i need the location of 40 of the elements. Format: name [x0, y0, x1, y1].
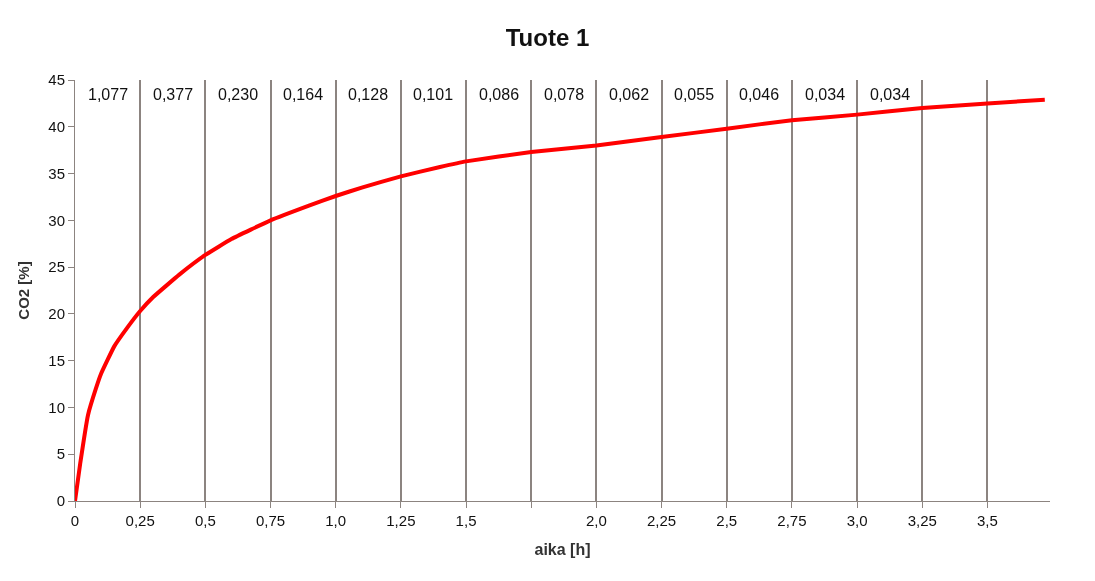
y-tick-label: 0: [56, 492, 65, 510]
x-tick-label: 3,0: [846, 512, 868, 529]
x-tick-label: 1,0: [325, 512, 347, 529]
x-tick-label: 0,5: [194, 512, 216, 529]
x-tick-label: 0: [70, 512, 80, 529]
x-tick-label: 2,0: [585, 512, 607, 529]
y-tick-label: 35: [48, 164, 65, 182]
annotation: 0,128: [348, 86, 389, 103]
annotation: 0,034: [805, 86, 846, 103]
x-tick-label: 2,75: [777, 512, 807, 529]
x-tick-label: 0,25: [125, 512, 155, 529]
y-tick-label: 40: [48, 118, 65, 136]
x-tick-label: 1,5: [455, 512, 477, 529]
y-axis-title: CO2 [%]: [14, 261, 32, 320]
annotation: 0,062: [609, 86, 650, 103]
annotation: 0,034: [870, 86, 911, 103]
x-axis-title: aika [h]: [534, 540, 591, 558]
x-tick-label: 3,5: [977, 512, 998, 529]
annotation: 0,101: [413, 86, 454, 103]
chart-title: Tuote 1: [505, 23, 590, 51]
y-tick-label: 30: [48, 211, 65, 229]
annotation: 0,230: [218, 86, 259, 103]
x-tick-label: 1,25: [386, 512, 416, 529]
x-tick-label: 2,25: [646, 512, 677, 529]
annotation: 0,086: [479, 86, 520, 103]
x-tick-label: 0,75: [255, 512, 286, 529]
x-tick-label: 2,5: [716, 512, 738, 529]
y-tick-label: 25: [48, 258, 65, 276]
x-tick-label: 3,25: [907, 512, 937, 529]
y-tick-label: 10: [48, 398, 65, 416]
annotation: 1,077: [88, 86, 129, 103]
annotation: 0,078: [544, 86, 585, 103]
y-tick-label: 15: [48, 351, 65, 369]
annotation: 0,055: [674, 86, 715, 103]
y-tick-label: 5: [56, 445, 65, 463]
annotation: 0,164: [283, 86, 324, 103]
y-tick-label: 45: [48, 71, 65, 89]
annotation: 0,046: [739, 86, 780, 103]
y-tick-label: 20: [48, 305, 65, 323]
annotation: 0,377: [153, 86, 194, 103]
